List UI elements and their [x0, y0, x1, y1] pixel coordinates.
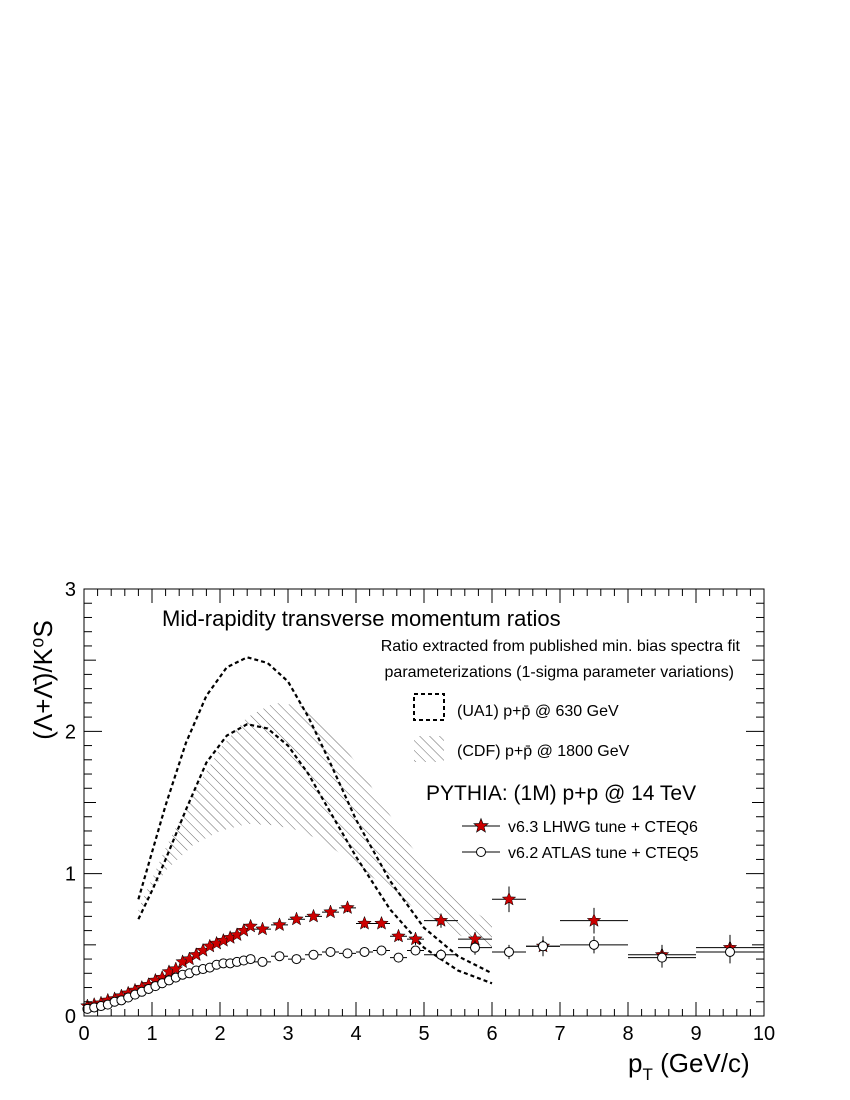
y-tick-label: 0: [65, 1006, 76, 1028]
data-point-star: [501, 891, 517, 906]
x-tick-label: 4: [350, 1023, 361, 1045]
chart-subtitle-line-1: Ratio extracted from published min. bias…: [381, 638, 741, 655]
x-tick-label: 1: [146, 1023, 157, 1045]
legend-cdf-label: (CDF) p+p̄ @ 1800 GeV: [457, 743, 630, 760]
chart-title: Mid-rapidity transverse momentum ratios: [162, 606, 561, 631]
x-axis-label-unit: (GeV/c): [653, 1048, 750, 1078]
data-point-circle: [538, 941, 548, 952]
data-point-circle: [325, 946, 336, 957]
y-tick-label: 3: [65, 579, 76, 601]
x-axis-label-sub: T: [642, 1065, 652, 1084]
data-point-star: [255, 921, 270, 936]
bands-layer: [137, 656, 493, 985]
cdf-band: [138, 702, 492, 951]
series-layer: [80, 886, 764, 1014]
legend-v63-star-icon: [473, 817, 489, 833]
data-point-circle: [257, 956, 268, 967]
data-point-circle: [436, 949, 446, 960]
x-tick-label: 7: [554, 1023, 565, 1045]
x-tick-label: 0: [78, 1023, 89, 1045]
y-tick-label: 2: [65, 721, 76, 743]
data-point-star: [289, 911, 304, 926]
data-point-star: [408, 931, 423, 946]
x-tick-label: 9: [690, 1023, 701, 1045]
data-point-circle: [359, 946, 370, 957]
x-axis-label-main: p: [628, 1048, 642, 1078]
x-tick-label: 8: [622, 1023, 633, 1045]
x-tick-label: 2: [214, 1023, 225, 1045]
legend-v62-label: v6.2 ATLAS tune + CTEQ5: [508, 845, 699, 862]
x-tick-label: 3: [282, 1023, 293, 1045]
data-point-star: [168, 961, 184, 976]
ua1-lower-curve: [137, 723, 493, 985]
data-point-circle: [308, 949, 319, 960]
data-point-circle: [725, 946, 735, 957]
data-point-circle: [291, 954, 302, 965]
series-v62: [82, 936, 764, 1014]
legend-ua1-swatch: [413, 693, 445, 721]
data-point-circle: [393, 952, 404, 963]
data-point-star: [272, 917, 287, 932]
data-point-star: [586, 912, 602, 927]
data-point-star: [391, 928, 406, 943]
data-point-star: [306, 908, 321, 923]
y-tick-label: 1: [65, 864, 76, 886]
data-point-circle: [410, 945, 421, 956]
legend-v63-label: v6.3 LHWG tune + CTEQ6: [508, 819, 698, 836]
x-tick-label: 10: [753, 1023, 775, 1045]
x-tick-label: 6: [486, 1023, 497, 1045]
legend: (UA1) p+p̄ @ 630 GeV (CDF) p+p̄ @ 1800 G…: [413, 693, 699, 862]
data-point-circle: [274, 951, 285, 962]
axis-tick-labels: 0 1 2 3 4 5 6 7 8 9 10 0 1 2 3: [65, 579, 775, 1045]
legend-ua1-label: (UA1) p+p̄ @ 630 GeV: [457, 703, 619, 720]
data-point-circle: [245, 954, 256, 965]
data-point-circle: [589, 939, 599, 950]
x-axis-label: pT (GeV/c): [628, 1048, 750, 1084]
data-point-circle: [342, 948, 353, 959]
data-point-star: [243, 918, 258, 933]
data-point-star: [374, 915, 389, 930]
data-point-star: [357, 915, 372, 930]
ua1-upper-curve: [137, 656, 493, 975]
legend-cdf-swatch: [414, 736, 444, 762]
data-point-star: [340, 900, 355, 915]
data-point-star: [433, 912, 449, 927]
chart-subtitle-line-2: parameterizations (1-sigma parameter var…: [385, 664, 734, 681]
data-point-circle: [376, 945, 387, 956]
data-point-circle: [504, 946, 514, 957]
y-axis-label: (Λ+Λ̄)/K⁰S: [28, 620, 58, 740]
legend-pythia-header: PYTHIA: (1M) p+p @ 14 TeV: [426, 782, 696, 805]
axis-ticks: [83, 588, 765, 1017]
legend-v62-circle-icon: [476, 847, 486, 857]
data-point-circle: [657, 952, 667, 963]
data-point-circle: [470, 942, 480, 953]
data-point-star: [323, 904, 338, 919]
x-tick-label: 5: [418, 1023, 429, 1045]
